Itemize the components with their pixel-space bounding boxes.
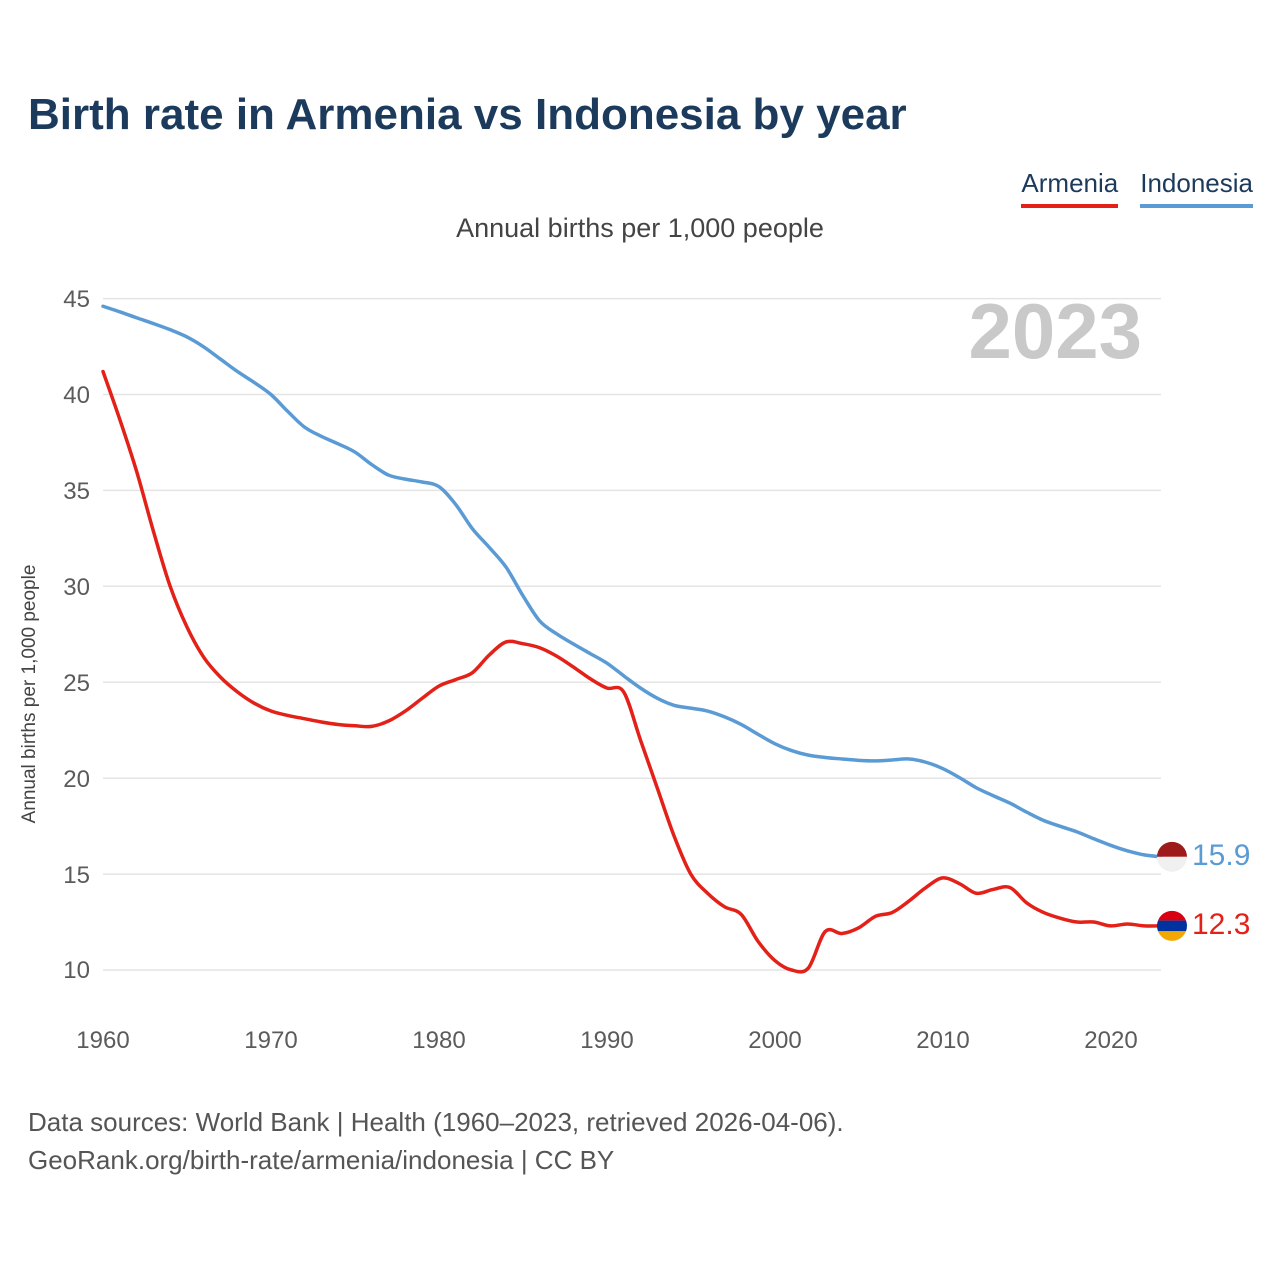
svg-text:10: 10 (63, 957, 90, 984)
svg-text:2020: 2020 (1084, 1027, 1137, 1054)
svg-text:1990: 1990 (580, 1027, 633, 1054)
svg-text:2000: 2000 (748, 1027, 801, 1054)
svg-text:45: 45 (63, 286, 90, 313)
svg-text:20: 20 (63, 766, 90, 793)
svg-text:15: 15 (63, 862, 90, 889)
svg-text:2010: 2010 (916, 1027, 969, 1054)
svg-text:2023: 2023 (968, 287, 1142, 375)
svg-text:1960: 1960 (76, 1027, 129, 1054)
svg-text:25: 25 (63, 670, 90, 697)
svg-text:15.9: 15.9 (1192, 839, 1250, 872)
svg-text:1980: 1980 (412, 1027, 465, 1054)
svg-text:35: 35 (63, 478, 90, 505)
svg-text:12.3: 12.3 (1192, 908, 1250, 941)
svg-text:1970: 1970 (244, 1027, 297, 1054)
svg-text:30: 30 (63, 574, 90, 601)
svg-text:40: 40 (63, 382, 90, 409)
svg-text:Annual births per 1,000 people: Annual births per 1,000 people (19, 565, 40, 824)
